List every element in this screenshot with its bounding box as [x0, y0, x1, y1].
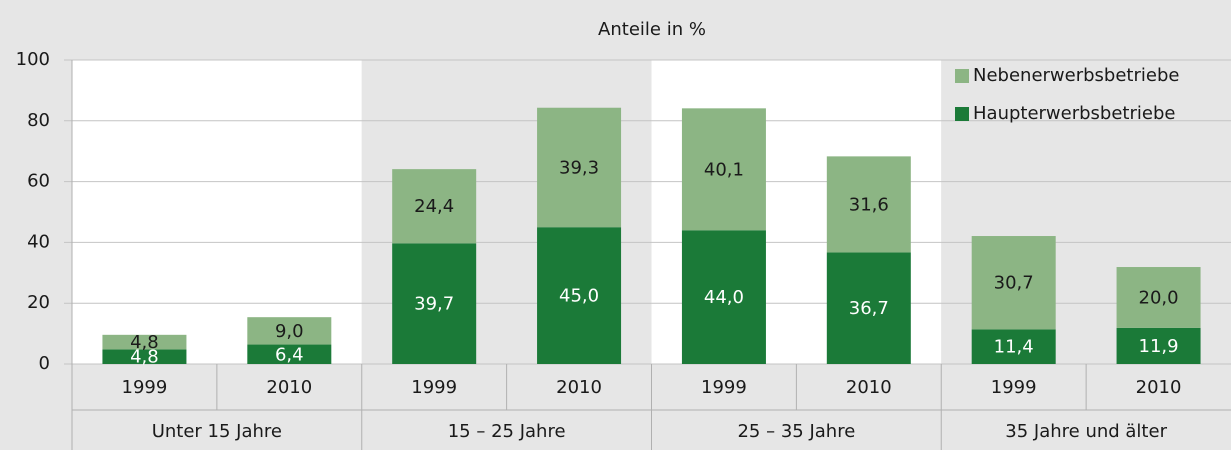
bar-segment	[1116, 267, 1201, 328]
bar-segment	[392, 243, 477, 364]
bar-segment	[537, 107, 622, 228]
y-tick-label: 40	[27, 231, 50, 252]
bar-segment	[102, 349, 187, 364]
data-label: 11,4	[994, 337, 1034, 358]
x-tick-label: 1999	[411, 377, 457, 398]
x-tick-label: 2010	[556, 377, 602, 398]
data-label: 4,8	[130, 347, 159, 368]
bar-segment	[247, 344, 332, 364]
y-tick-label: 0	[39, 353, 50, 374]
data-label: 9,0	[275, 321, 304, 342]
group-label: Unter 15 Jahre	[152, 421, 282, 442]
data-label: 30,7	[994, 273, 1034, 294]
bar-segment	[681, 108, 766, 231]
data-label: 39,7	[414, 294, 454, 315]
data-label: 44,0	[704, 287, 744, 308]
bar-segment	[971, 329, 1056, 364]
data-label: 11,9	[1139, 336, 1179, 357]
chart-subtitle: Anteile in %	[598, 19, 706, 40]
bar-segment	[826, 252, 911, 364]
x-tick-label: 1999	[991, 377, 1037, 398]
bar-segment	[102, 334, 187, 350]
y-tick-label: 80	[27, 110, 50, 131]
data-label: 40,1	[704, 159, 744, 180]
bar-segment	[681, 230, 766, 364]
group-label: 25 – 35 Jahre	[737, 421, 855, 442]
bar-segment	[971, 236, 1056, 330]
bar-segment	[537, 227, 622, 364]
x-tick-label: 1999	[701, 377, 747, 398]
y-tick-label: 100	[16, 49, 50, 70]
legend-label: Nebenerwerbsbetriebe	[973, 65, 1179, 86]
bar-segment	[247, 317, 332, 345]
y-tick-label: 60	[27, 171, 50, 192]
x-tick-label: 2010	[266, 377, 312, 398]
bar-segment	[392, 169, 477, 244]
legend-swatch	[955, 69, 969, 83]
panel	[72, 60, 362, 364]
data-label: 24,4	[414, 196, 454, 217]
y-tick-label: 20	[27, 292, 50, 313]
data-label: 39,3	[559, 157, 599, 178]
group-label: 15 – 25 Jahre	[448, 421, 566, 442]
data-label: 31,6	[849, 194, 889, 215]
data-label: 45,0	[559, 286, 599, 307]
data-label: 4,8	[130, 332, 159, 353]
legend-swatch	[955, 107, 969, 121]
bar-segment	[1116, 327, 1201, 364]
x-tick-label: 2010	[846, 377, 892, 398]
bar-segment	[826, 156, 911, 253]
legend-label: Haupterwerbsbetriebe	[973, 103, 1175, 124]
data-label: 6,4	[275, 344, 304, 365]
data-label: 20,0	[1139, 287, 1179, 308]
group-label: 35 Jahre und älter	[1005, 421, 1167, 442]
x-tick-label: 1999	[122, 377, 168, 398]
x-tick-label: 2010	[1136, 377, 1182, 398]
data-label: 36,7	[849, 298, 889, 319]
